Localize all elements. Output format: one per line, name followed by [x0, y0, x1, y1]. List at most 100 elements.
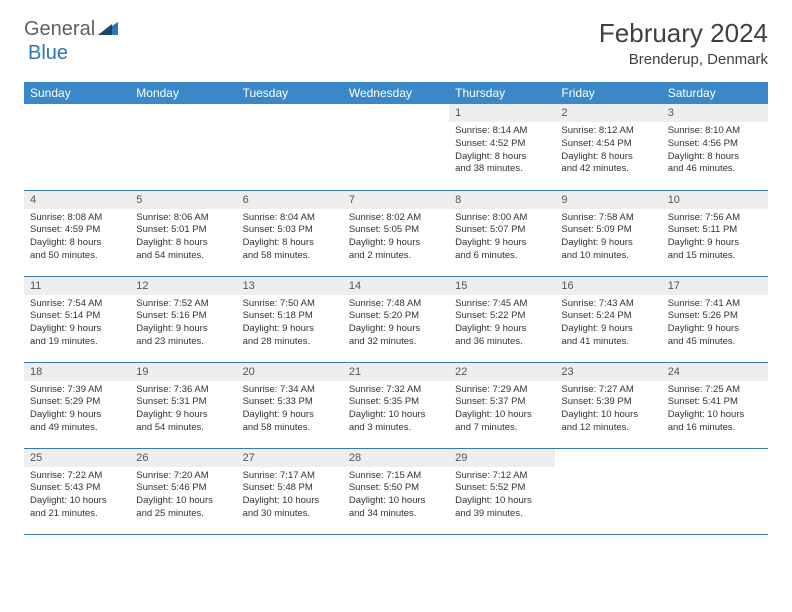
- title-block: February 2024 Brenderup, Denmark: [599, 18, 768, 68]
- calendar-day-cell: 8Sunrise: 8:00 AMSunset: 5:07 PMDaylight…: [449, 190, 555, 276]
- header: General February 2024 Brenderup, Denmark: [24, 18, 768, 68]
- month-title: February 2024: [599, 18, 768, 49]
- day-number: 20: [237, 363, 343, 381]
- day-details: Sunrise: 8:08 AMSunset: 4:59 PMDaylight:…: [24, 209, 130, 267]
- calendar-empty-cell: [24, 104, 130, 190]
- day-number: 17: [662, 277, 768, 295]
- day-details: Sunrise: 7:43 AMSunset: 5:24 PMDaylight:…: [555, 295, 661, 353]
- day-details: Sunrise: 8:14 AMSunset: 4:52 PMDaylight:…: [449, 122, 555, 180]
- calendar-day-cell: 16Sunrise: 7:43 AMSunset: 5:24 PMDayligh…: [555, 276, 661, 362]
- calendar-day-cell: 17Sunrise: 7:41 AMSunset: 5:26 PMDayligh…: [662, 276, 768, 362]
- day-number: 5: [130, 191, 236, 209]
- day-number: 3: [662, 104, 768, 122]
- weekday-header: Monday: [130, 82, 236, 104]
- calendar-day-cell: 24Sunrise: 7:25 AMSunset: 5:41 PMDayligh…: [662, 362, 768, 448]
- calendar-day-cell: 18Sunrise: 7:39 AMSunset: 5:29 PMDayligh…: [24, 362, 130, 448]
- day-details: Sunrise: 8:04 AMSunset: 5:03 PMDaylight:…: [237, 209, 343, 267]
- day-details: Sunrise: 7:17 AMSunset: 5:48 PMDaylight:…: [237, 467, 343, 525]
- weekday-header: Sunday: [24, 82, 130, 104]
- calendar-empty-cell: [343, 104, 449, 190]
- day-details: Sunrise: 7:36 AMSunset: 5:31 PMDaylight:…: [130, 381, 236, 439]
- weekday-header: Friday: [555, 82, 661, 104]
- calendar-empty-cell: [130, 104, 236, 190]
- weekday-header: Thursday: [449, 82, 555, 104]
- day-details: Sunrise: 8:10 AMSunset: 4:56 PMDaylight:…: [662, 122, 768, 180]
- calendar-day-cell: 3Sunrise: 8:10 AMSunset: 4:56 PMDaylight…: [662, 104, 768, 190]
- day-number: 28: [343, 449, 449, 467]
- calendar-day-cell: 28Sunrise: 7:15 AMSunset: 5:50 PMDayligh…: [343, 448, 449, 534]
- day-number: 4: [24, 191, 130, 209]
- calendar-day-cell: 22Sunrise: 7:29 AMSunset: 5:37 PMDayligh…: [449, 362, 555, 448]
- calendar-week-row: 11Sunrise: 7:54 AMSunset: 5:14 PMDayligh…: [24, 276, 768, 362]
- calendar-empty-cell: [662, 448, 768, 534]
- day-number: 15: [449, 277, 555, 295]
- day-details: Sunrise: 7:22 AMSunset: 5:43 PMDaylight:…: [24, 467, 130, 525]
- calendar-week-row: 18Sunrise: 7:39 AMSunset: 5:29 PMDayligh…: [24, 362, 768, 448]
- logo-text-blue: Blue: [28, 42, 68, 64]
- day-details: Sunrise: 7:58 AMSunset: 5:09 PMDaylight:…: [555, 209, 661, 267]
- calendar-day-cell: 27Sunrise: 7:17 AMSunset: 5:48 PMDayligh…: [237, 448, 343, 534]
- calendar-week-row: 1Sunrise: 8:14 AMSunset: 4:52 PMDaylight…: [24, 104, 768, 190]
- day-number: 23: [555, 363, 661, 381]
- day-number: 19: [130, 363, 236, 381]
- day-number: 12: [130, 277, 236, 295]
- day-details: Sunrise: 7:29 AMSunset: 5:37 PMDaylight:…: [449, 381, 555, 439]
- day-details: Sunrise: 7:12 AMSunset: 5:52 PMDaylight:…: [449, 467, 555, 525]
- calendar-day-cell: 15Sunrise: 7:45 AMSunset: 5:22 PMDayligh…: [449, 276, 555, 362]
- weekday-header: Tuesday: [237, 82, 343, 104]
- day-number: 18: [24, 363, 130, 381]
- location: Brenderup, Denmark: [599, 51, 768, 68]
- logo-text-general: General: [24, 18, 95, 41]
- calendar-table: SundayMondayTuesdayWednesdayThursdayFrid…: [24, 82, 768, 535]
- day-details: Sunrise: 7:52 AMSunset: 5:16 PMDaylight:…: [130, 295, 236, 353]
- calendar-day-cell: 6Sunrise: 8:04 AMSunset: 5:03 PMDaylight…: [237, 190, 343, 276]
- calendar-day-cell: 10Sunrise: 7:56 AMSunset: 5:11 PMDayligh…: [662, 190, 768, 276]
- day-details: Sunrise: 8:12 AMSunset: 4:54 PMDaylight:…: [555, 122, 661, 180]
- day-details: Sunrise: 7:20 AMSunset: 5:46 PMDaylight:…: [130, 467, 236, 525]
- calendar-day-cell: 9Sunrise: 7:58 AMSunset: 5:09 PMDaylight…: [555, 190, 661, 276]
- day-details: Sunrise: 8:02 AMSunset: 5:05 PMDaylight:…: [343, 209, 449, 267]
- weekday-header: Saturday: [662, 82, 768, 104]
- day-details: Sunrise: 7:50 AMSunset: 5:18 PMDaylight:…: [237, 295, 343, 353]
- calendar-day-cell: 19Sunrise: 7:36 AMSunset: 5:31 PMDayligh…: [130, 362, 236, 448]
- day-details: Sunrise: 7:27 AMSunset: 5:39 PMDaylight:…: [555, 381, 661, 439]
- day-details: Sunrise: 7:45 AMSunset: 5:22 PMDaylight:…: [449, 295, 555, 353]
- calendar-day-cell: 12Sunrise: 7:52 AMSunset: 5:16 PMDayligh…: [130, 276, 236, 362]
- day-number: 11: [24, 277, 130, 295]
- day-number: 22: [449, 363, 555, 381]
- day-details: Sunrise: 8:06 AMSunset: 5:01 PMDaylight:…: [130, 209, 236, 267]
- calendar-day-cell: 14Sunrise: 7:48 AMSunset: 5:20 PMDayligh…: [343, 276, 449, 362]
- day-details: Sunrise: 7:32 AMSunset: 5:35 PMDaylight:…: [343, 381, 449, 439]
- logo: General: [24, 18, 118, 41]
- day-details: Sunrise: 7:25 AMSunset: 5:41 PMDaylight:…: [662, 381, 768, 439]
- day-number: 2: [555, 104, 661, 122]
- weekday-header-row: SundayMondayTuesdayWednesdayThursdayFrid…: [24, 82, 768, 104]
- day-number: 16: [555, 277, 661, 295]
- calendar-day-cell: 26Sunrise: 7:20 AMSunset: 5:46 PMDayligh…: [130, 448, 236, 534]
- day-number: 10: [662, 191, 768, 209]
- calendar-day-cell: 29Sunrise: 7:12 AMSunset: 5:52 PMDayligh…: [449, 448, 555, 534]
- day-details: Sunrise: 7:34 AMSunset: 5:33 PMDaylight:…: [237, 381, 343, 439]
- calendar-week-row: 4Sunrise: 8:08 AMSunset: 4:59 PMDaylight…: [24, 190, 768, 276]
- day-number: 24: [662, 363, 768, 381]
- day-details: Sunrise: 7:56 AMSunset: 5:11 PMDaylight:…: [662, 209, 768, 267]
- calendar-day-cell: 1Sunrise: 8:14 AMSunset: 4:52 PMDaylight…: [449, 104, 555, 190]
- logo-triangle-icon: [98, 18, 118, 41]
- calendar-empty-cell: [237, 104, 343, 190]
- calendar-week-row: 25Sunrise: 7:22 AMSunset: 5:43 PMDayligh…: [24, 448, 768, 534]
- calendar-day-cell: 4Sunrise: 8:08 AMSunset: 4:59 PMDaylight…: [24, 190, 130, 276]
- day-number: 21: [343, 363, 449, 381]
- day-number: 25: [24, 449, 130, 467]
- day-details: Sunrise: 7:15 AMSunset: 5:50 PMDaylight:…: [343, 467, 449, 525]
- day-number: 8: [449, 191, 555, 209]
- day-number: 14: [343, 277, 449, 295]
- day-number: 9: [555, 191, 661, 209]
- calendar-day-cell: 5Sunrise: 8:06 AMSunset: 5:01 PMDaylight…: [130, 190, 236, 276]
- calendar-day-cell: 2Sunrise: 8:12 AMSunset: 4:54 PMDaylight…: [555, 104, 661, 190]
- calendar-day-cell: 20Sunrise: 7:34 AMSunset: 5:33 PMDayligh…: [237, 362, 343, 448]
- day-number: 7: [343, 191, 449, 209]
- calendar-day-cell: 13Sunrise: 7:50 AMSunset: 5:18 PMDayligh…: [237, 276, 343, 362]
- day-number: 27: [237, 449, 343, 467]
- calendar-day-cell: 23Sunrise: 7:27 AMSunset: 5:39 PMDayligh…: [555, 362, 661, 448]
- day-number: 6: [237, 191, 343, 209]
